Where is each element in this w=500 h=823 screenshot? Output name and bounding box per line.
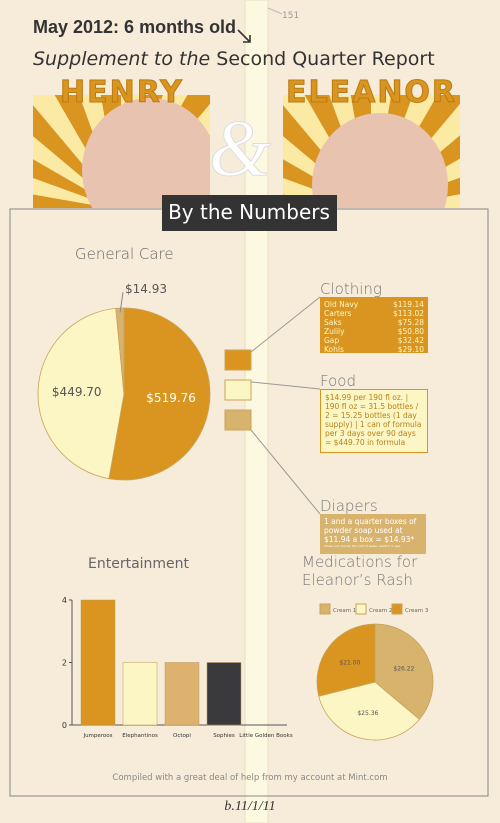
y-tick-label: 2 (62, 659, 67, 668)
clothing-cell: $50.80 (397, 327, 424, 336)
clothing-cell: Zulily (324, 327, 345, 336)
pie-slice (374, 623, 434, 720)
clothing-cell: $119.14 (392, 300, 424, 309)
clothing-row: Zulily $50.80 (324, 327, 424, 336)
name-left: HENRY (60, 75, 184, 110)
x-tick-label: Elephantinos (122, 733, 158, 739)
clothing-cell: $29.10 (397, 345, 424, 354)
chart-title: Medications for Eleanor’s Rash (302, 553, 418, 589)
clothing-cell: Old Navy (324, 300, 359, 309)
clothing-row: Carters $113.02 (324, 309, 424, 318)
value-label: $449.70 (52, 385, 102, 399)
diapers-note: *Does not include the cost of water, ele… (324, 544, 401, 548)
subtitle: Supplement to the Second Quarter Report (33, 48, 435, 70)
clothing-cell: Kohls (324, 345, 344, 354)
value-label: $519.76 (146, 391, 196, 405)
clothing-cell: $113.02 (392, 309, 424, 318)
bar (206, 662, 242, 726)
connectors (250, 296, 321, 515)
legend-swatch (224, 379, 252, 401)
clothing-cell: Saks (324, 318, 342, 327)
banner-bg (162, 195, 337, 231)
pie-slice (37, 307, 125, 480)
bar (164, 662, 200, 726)
label-leader (119, 292, 124, 313)
credit: Compiled with a great deal of help from … (112, 773, 387, 783)
legend-label: Cream 3 (405, 608, 429, 614)
page-number: 151 (282, 11, 299, 21)
pie-slice (318, 681, 420, 741)
box-heading: Diapers (320, 497, 378, 515)
clothing-box: Old Navy $119.14 Carters $113.02 Saks $75.28 Z… (320, 297, 428, 354)
photo (33, 95, 210, 208)
bar (122, 662, 158, 726)
photos (33, 95, 460, 208)
banner: By the Numbers (168, 200, 330, 224)
clothing-cell: $32.42 (397, 336, 424, 345)
legend-swatch (224, 409, 252, 431)
photo (283, 95, 460, 208)
diapers-text: 1 and a quarter boxes of powder soap use… (324, 517, 417, 544)
value-label: $25.36 (357, 710, 378, 717)
clothing-row: Gap $32.42 (324, 336, 424, 345)
clothing-cell: $75.28 (397, 318, 424, 327)
x-tick-label: Little Golden Books (239, 733, 293, 739)
baby (312, 113, 448, 208)
legend-label: Cream 2 (369, 608, 392, 614)
box-heading: Clothing (320, 280, 382, 298)
clothing-cell: Carters (324, 309, 352, 318)
value-label: $21.00 (339, 659, 360, 666)
pie-slice (108, 307, 211, 481)
legend-swatch (224, 349, 252, 371)
x-tick-label: Jumperoos (82, 733, 112, 739)
title: May 2012: 6 months old (33, 17, 236, 37)
value-label: $26.22 (393, 666, 414, 673)
diapers-box: 1 and a quarter boxes of powder soap use… (320, 514, 426, 554)
subtitle-main: Second Quarter Report (216, 48, 434, 70)
value-label: $14.93 (125, 282, 167, 296)
chart-title: Entertainment (88, 556, 190, 572)
arrow (237, 29, 251, 43)
y-tick-label: 4 (62, 596, 67, 605)
bar (80, 599, 116, 726)
signature: b.11/1/11 (224, 799, 275, 814)
leader (267, 7, 283, 15)
food-box: $14.99 per 190 fl oz. | 190 fl oz = 31.5… (320, 389, 428, 453)
baby (82, 98, 210, 208)
legend-swatch (319, 603, 331, 615)
ampersand: & (209, 105, 271, 193)
x-tick-label: Sophies (213, 733, 235, 739)
pie-slice (316, 623, 376, 697)
x-tick-label: Octopi (173, 733, 191, 739)
subtitle-italic: Supplement to the (33, 48, 210, 70)
pie-slice (115, 307, 125, 395)
chart-title: General Care (75, 245, 174, 263)
legend-label: Cream 1 (333, 608, 356, 614)
box-heading: Food (320, 372, 356, 390)
name-right: ELEANOR (286, 75, 457, 110)
legend-swatch (391, 603, 403, 615)
clothing-row: Old Navy $119.14 (324, 300, 424, 309)
clothing-row: Saks $75.28 (324, 318, 424, 327)
clothing-row: Kohls $29.10 (324, 345, 424, 354)
legend-swatch (355, 603, 367, 615)
y-tick-label: 0 (62, 721, 67, 730)
clothing-cell: Gap (324, 336, 340, 345)
